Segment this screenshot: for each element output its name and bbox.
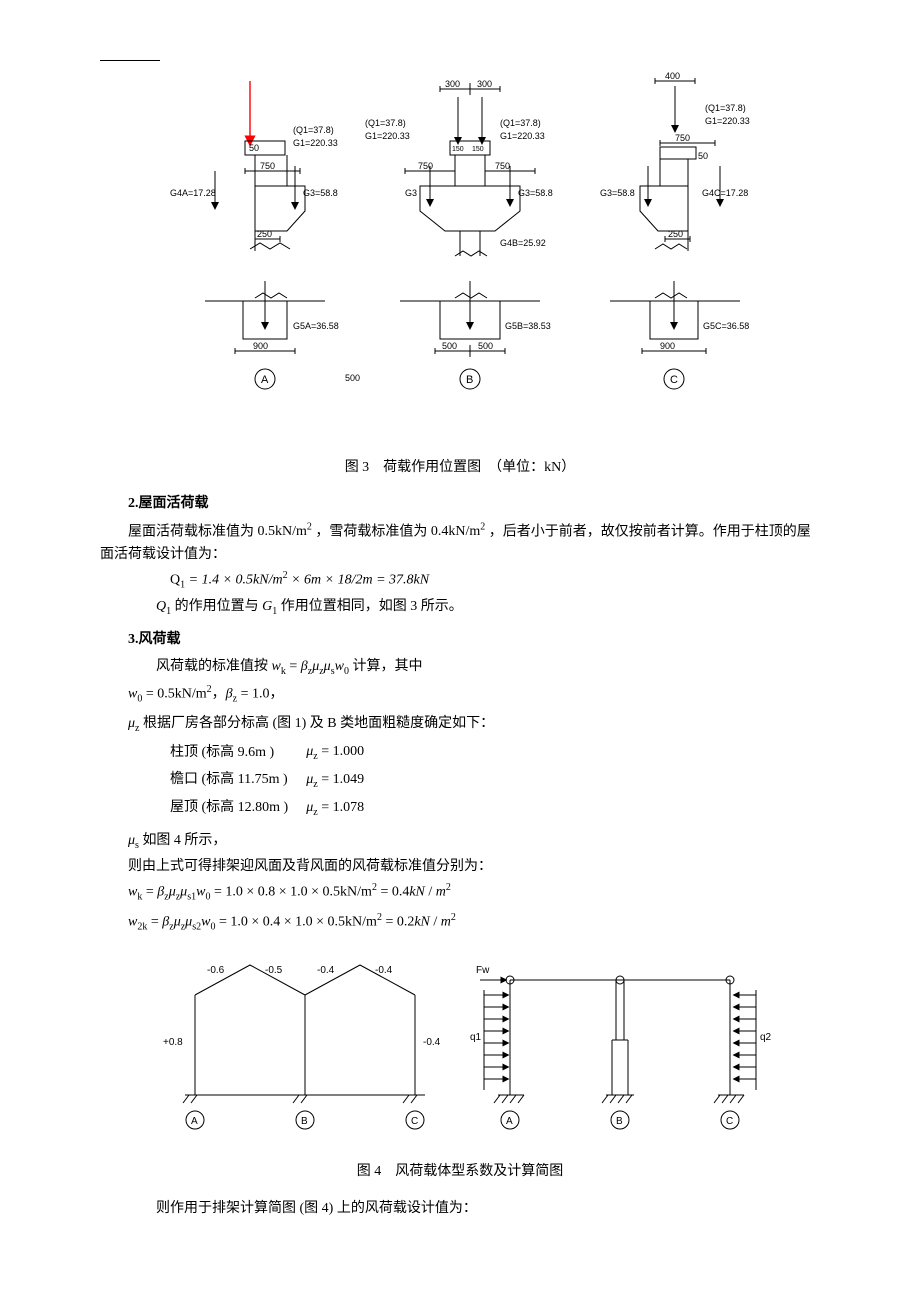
mu-row-label: 屋顶 (标高 12.80m ) [170, 795, 306, 823]
svg-text:G3=58.8: G3=58.8 [518, 188, 553, 198]
svg-text:G1=220.33: G1=220.33 [365, 131, 410, 141]
svg-text:C: C [726, 1116, 733, 1127]
mu-row-label: 柱顶 (标高 9.6m ) [170, 739, 306, 767]
svg-text:150: 150 [452, 146, 464, 153]
svg-text:(Q1=37.8): (Q1=37.8) [365, 118, 406, 128]
final-p: 则作用于排架计算简图 (图 4) 上的风荷载设计值为： [128, 1198, 820, 1220]
page-header-rule [100, 60, 160, 61]
svg-text:900: 900 [253, 341, 268, 351]
svg-text:B: B [466, 374, 473, 386]
svg-text:A: A [191, 1116, 198, 1127]
svg-text:750: 750 [260, 161, 275, 171]
figure-3: 50 750 (Q1=37.8) G1=220.33 G [100, 71, 820, 479]
sec3-p1: 风荷载的标准值按 wk = βzμzμsw0 计算，其中 [128, 656, 820, 680]
svg-text:Fw: Fw [476, 965, 490, 976]
svg-text:G3=58.8: G3=58.8 [303, 188, 338, 198]
mu-row-label: 檐口 (标高 11.75m ) [170, 767, 306, 795]
svg-text:C: C [670, 374, 678, 386]
t: ，雪荷载标准值为 [315, 524, 431, 539]
svg-text:500: 500 [345, 373, 360, 383]
svg-text:G1=220.33: G1=220.33 [705, 116, 750, 126]
svg-text:750: 750 [418, 161, 433, 171]
t: 屋面活荷载标准值为 [128, 524, 258, 539]
svg-text:300: 300 [445, 79, 460, 89]
sec3-p4: 则由上式可得排架迎风面及背风面的风荷载标准值分别为： [128, 856, 820, 878]
fig3-caption: 图 3 荷载作用位置图 （单位：kN） [100, 457, 820, 479]
fig4-svg: +0.8 -0.6 -0.5 -0.4 -0.4 -0.4 A B C [140, 945, 780, 1155]
svg-text:300: 300 [477, 79, 492, 89]
svg-text:-0.5: -0.5 [265, 965, 283, 976]
fig4-caption: 图 4 风荷载体型系数及计算简图 [100, 1161, 820, 1183]
svg-text:500: 500 [478, 341, 493, 351]
svg-text:C: C [411, 1116, 418, 1127]
svg-text:50: 50 [249, 143, 259, 153]
svg-text:50: 50 [698, 151, 708, 161]
eq-Q1: Q1 = 1.4 × 0.5kN/m2 × 6m × 18/2m = 37.8k… [170, 568, 820, 593]
sec2-p2: Q1 的作用位置与 G1 作用位置相同，如图 3 所示。 [128, 596, 820, 620]
sec3-p2: μz 根据厂房各部分标高 (图 1) 及 B 类地面粗糙度确定如下： [128, 713, 820, 737]
svg-text:G1=220.33: G1=220.33 [293, 138, 338, 148]
svg-text:q2: q2 [760, 1032, 772, 1043]
svg-text:G3: G3 [405, 188, 417, 198]
mu-row-val: μz = 1.078 [306, 795, 382, 823]
svg-text:750: 750 [495, 161, 510, 171]
svg-text:G4B=25.92: G4B=25.92 [500, 238, 546, 248]
figure-4: +0.8 -0.6 -0.5 -0.4 -0.4 -0.4 A B C [100, 945, 820, 1183]
svg-text:A: A [261, 374, 269, 386]
svg-text:-0.4: -0.4 [423, 1037, 441, 1048]
svg-text:(Q1=37.8): (Q1=37.8) [500, 118, 541, 128]
svg-text:150: 150 [472, 146, 484, 153]
svg-text:G3=58.8: G3=58.8 [600, 188, 635, 198]
svg-text:(Q1=37.8): (Q1=37.8) [293, 125, 334, 135]
svg-text:G5B=38.53: G5B=38.53 [505, 321, 551, 331]
svg-text:B: B [301, 1116, 308, 1127]
fig3-svg: 50 750 (Q1=37.8) G1=220.33 G [140, 71, 780, 451]
mu-row-val: μz = 1.000 [306, 739, 382, 767]
sec2-title: 2.屋面活荷载 [128, 493, 820, 515]
svg-text:-0.4: -0.4 [317, 965, 335, 976]
svg-text:(Q1=37.8): (Q1=37.8) [705, 103, 746, 113]
svg-text:500: 500 [442, 341, 457, 351]
eq-w2k: w2k = βzμzμs2w0 = 1.0 × 0.4 × 1.0 × 0.5k… [128, 910, 820, 935]
svg-text:-0.6: -0.6 [207, 965, 225, 976]
svg-text:G5C=36.58: G5C=36.58 [703, 321, 749, 331]
svg-text:B: B [616, 1116, 623, 1127]
svg-text:250: 250 [668, 229, 683, 239]
sec3-title: 3.风荷载 [128, 629, 820, 651]
svg-text:G5A=36.58: G5A=36.58 [293, 321, 339, 331]
sec3-w0: w0 = 0.5kN/m2，βz = 1.0， [128, 682, 820, 707]
t: 风荷载的标准值按 [156, 659, 272, 674]
svg-text:400: 400 [665, 71, 680, 81]
mu-table: 柱顶 (标高 9.6m ) μz = 1.000 檐口 (标高 11.75m )… [170, 739, 382, 822]
svg-text:750: 750 [675, 133, 690, 143]
svg-text:250: 250 [257, 229, 272, 239]
sec2-p1: 屋面活荷载标准值为 0.5kN/m2 ，雪荷载标准值为 0.4kN/m2 ，后者… [100, 520, 820, 566]
svg-text:-0.4: -0.4 [375, 965, 393, 976]
sec3-p3: μs 如图 4 所示， [128, 830, 820, 854]
svg-text:A: A [506, 1116, 513, 1127]
mu-row-val: μz = 1.049 [306, 767, 382, 795]
svg-text:G4A=17.28: G4A=17.28 [170, 188, 216, 198]
val-05: 0.5kN/m2 [258, 524, 312, 539]
t: 计算，其中 [352, 659, 422, 674]
svg-text:q1: q1 [470, 1032, 482, 1043]
svg-text:G4C=17.28: G4C=17.28 [702, 188, 748, 198]
eq-wk: wk = βzμzμs1w0 = 1.0 × 0.8 × 1.0 × 0.5kN… [128, 880, 820, 905]
svg-text:900: 900 [660, 341, 675, 351]
val-04: 0.4kN/m2 [431, 524, 485, 539]
svg-text:+0.8: +0.8 [163, 1037, 183, 1048]
svg-text:G1=220.33: G1=220.33 [500, 131, 545, 141]
